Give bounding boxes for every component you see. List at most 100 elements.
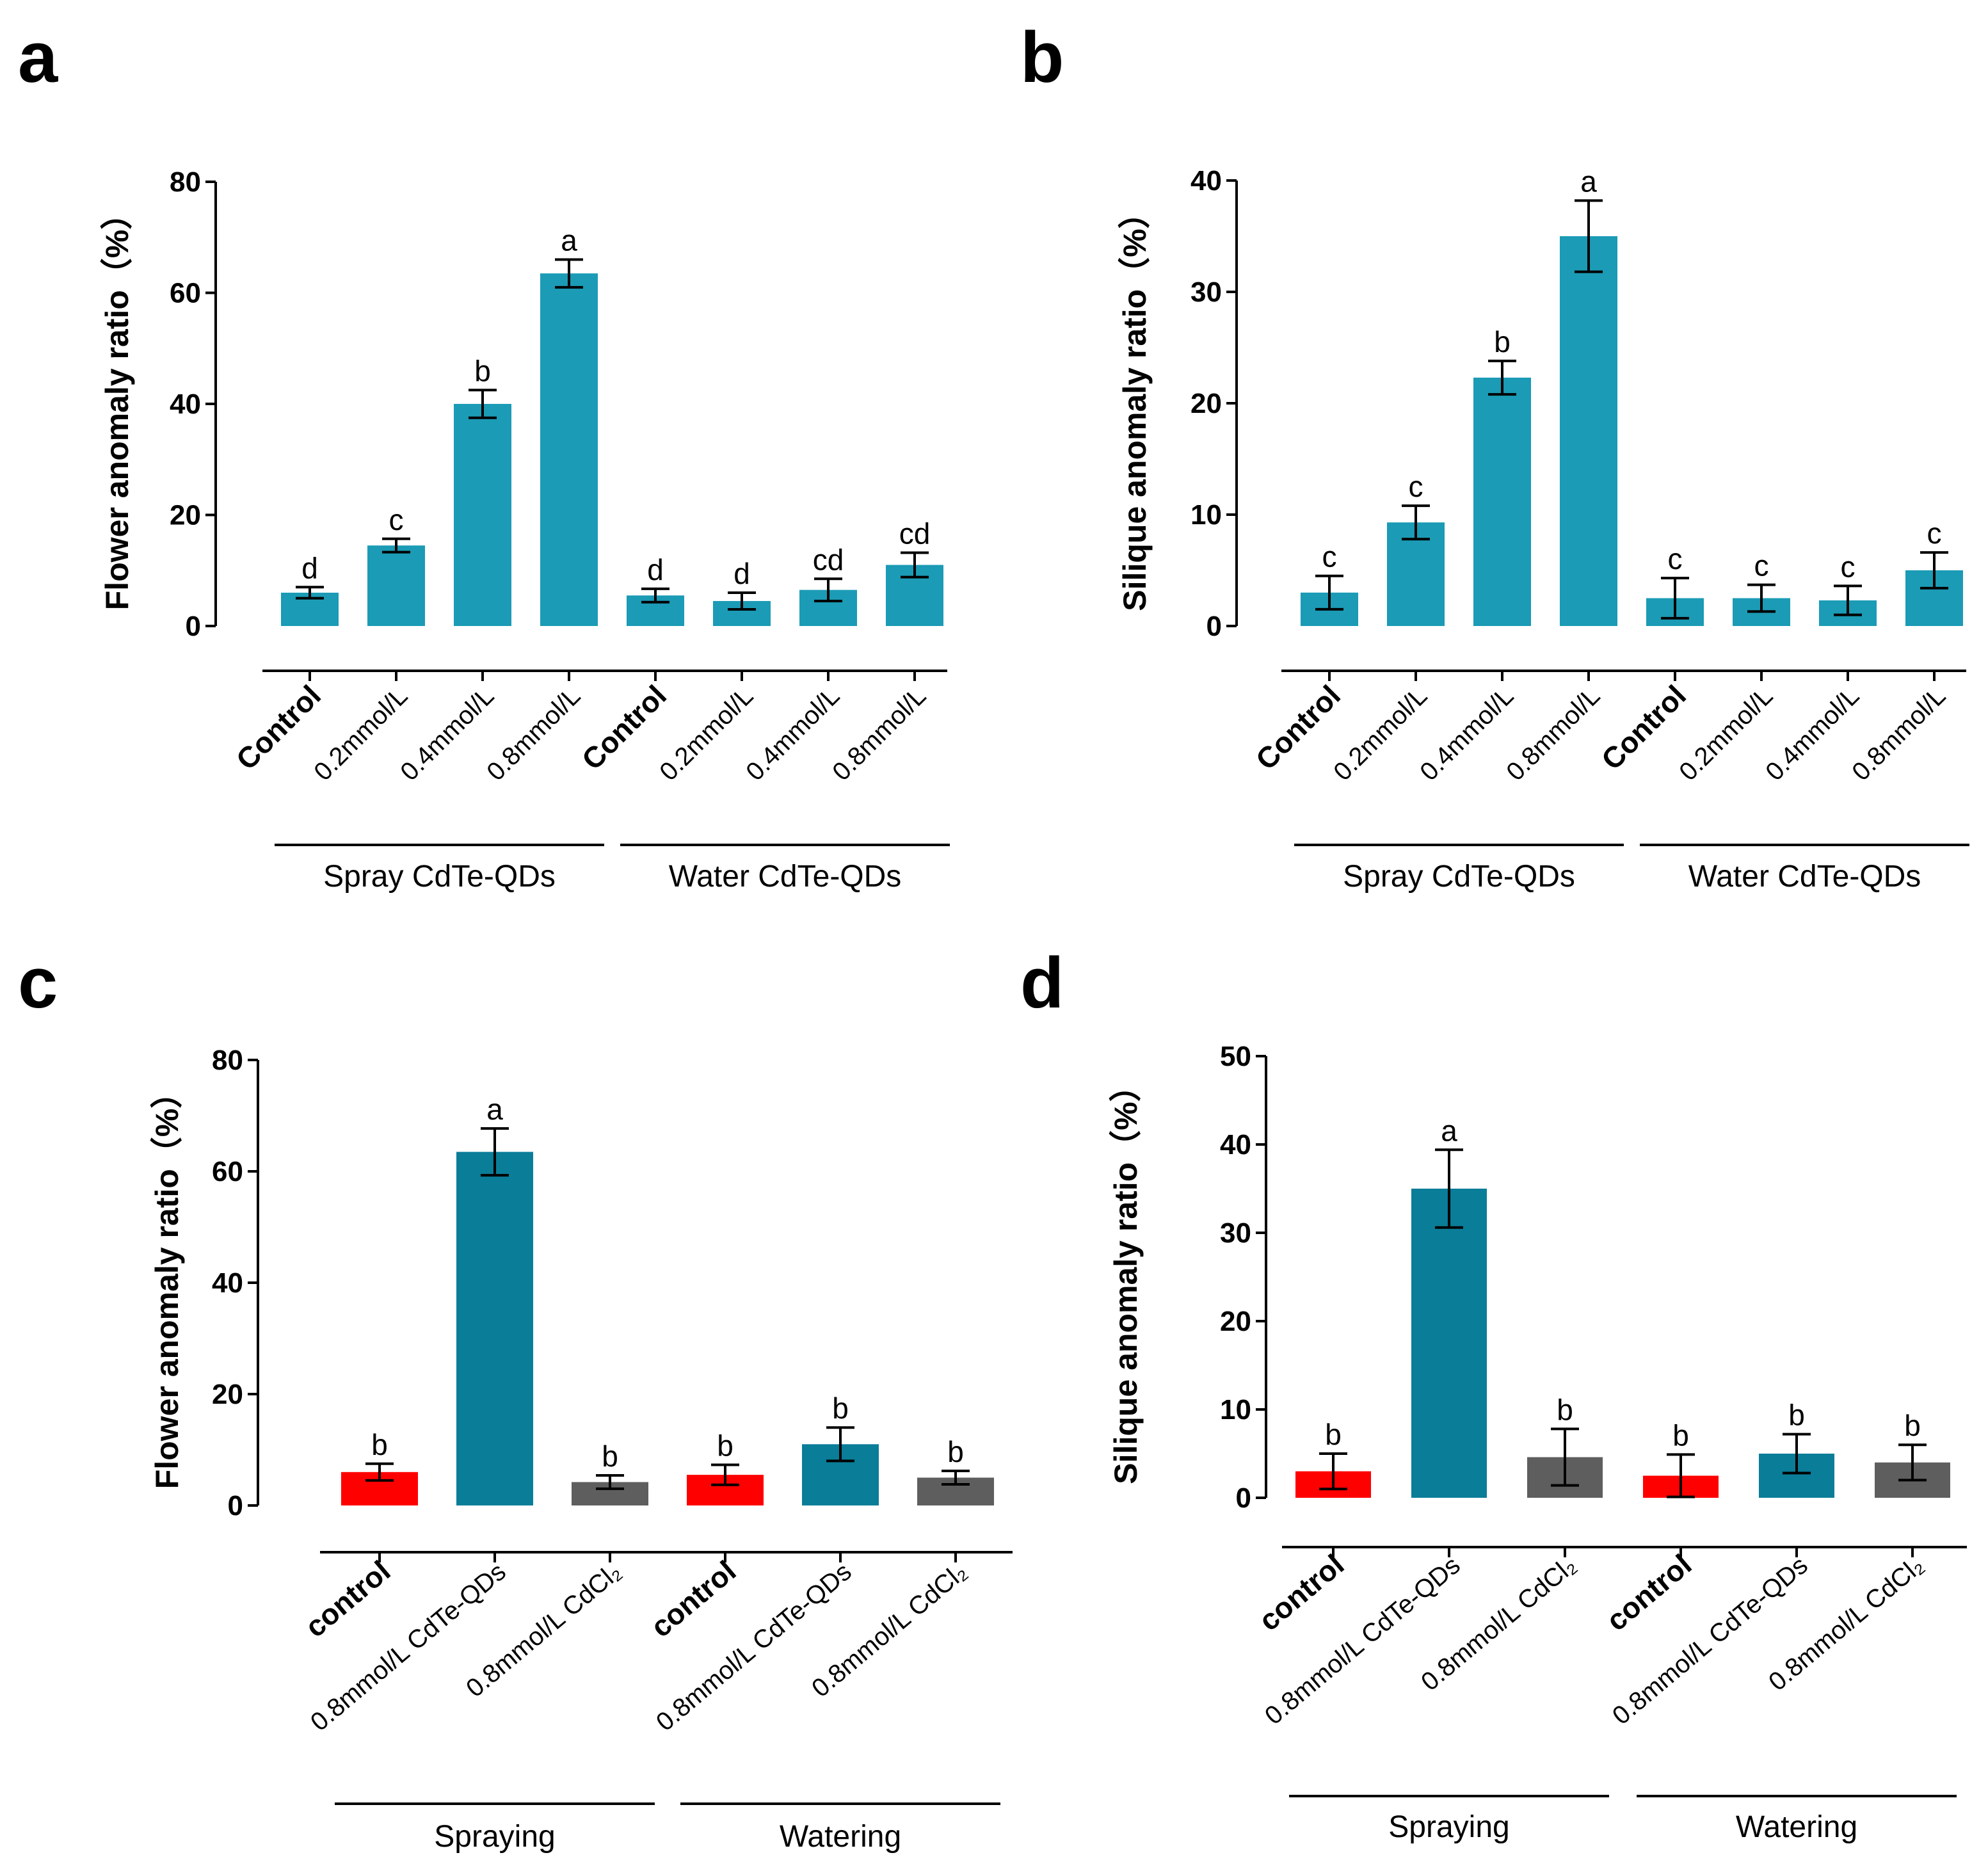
y-tick-label: 0: [1236, 1482, 1251, 1514]
panel-letter-c: c: [18, 943, 58, 1023]
significance-label: b: [1557, 1393, 1573, 1426]
significance-label: c: [1409, 470, 1423, 503]
bar: [1473, 377, 1531, 626]
x-tick-label: 0.8mmol/L: [1501, 682, 1605, 786]
bar: [1411, 1189, 1487, 1498]
significance-label: d: [733, 557, 750, 590]
y-tick-label: 20: [170, 500, 201, 531]
group-label: Spray CdTe-QDs: [1343, 860, 1575, 894]
y-axis-title: Flower anomaly ratio（%）: [149, 1077, 185, 1489]
y-tick-label: 50: [1220, 1041, 1251, 1072]
x-tick-label: control: [1253, 1548, 1351, 1637]
group-label: Water CdTe-QDs: [669, 860, 902, 894]
x-tick-label: Control: [1249, 678, 1347, 776]
chart-panel-a: 0 20 40 60 80 Flower anomaly ratio（%） d Control…: [99, 166, 950, 894]
y-axis-title: Silique anomaly ratio（%）: [1117, 197, 1153, 611]
x-tick-label: 0.4mmol/L: [395, 682, 499, 786]
significance-label: b: [1325, 1418, 1342, 1451]
significance-label: c: [1754, 549, 1769, 582]
panel-letter-b: b: [1020, 17, 1064, 97]
x-tick-label: 0.8mmol/L: [827, 682, 931, 786]
panel-letter-a: a: [18, 17, 58, 97]
significance-label: b: [832, 1392, 849, 1425]
significance-label: b: [602, 1440, 618, 1473]
chart-panel-b: 0 10 20 30 40 Silique anomaly ratio（%） c Contro…: [1117, 165, 1969, 894]
significance-label: d: [647, 553, 664, 586]
y-tick-label: 10: [1220, 1394, 1251, 1425]
x-tick-label: 0.2mmol/L: [309, 682, 413, 786]
x-tick-label: 0.8mmol/L CdTe-QDs: [1260, 1551, 1466, 1730]
y-tick-label: 0: [228, 1490, 243, 1521]
significance-label: b: [1904, 1409, 1921, 1442]
group-label: Spray CdTe-QDs: [323, 860, 556, 894]
significance-label: b: [1672, 1418, 1689, 1452]
x-tick-label: Control: [230, 678, 327, 776]
y-tick-label: 40: [1190, 165, 1222, 197]
bar: [456, 1152, 533, 1505]
significance-label: a: [1580, 165, 1597, 198]
x-tick-label: control: [645, 1554, 742, 1644]
group-label: Spraying: [434, 1820, 555, 1854]
x-tick-label: Control: [1595, 678, 1692, 776]
significance-label: cd: [899, 517, 931, 550]
bar: [367, 545, 425, 626]
x-tick-label: 0.2mmol/L: [654, 682, 758, 786]
x-tick-label: 0.2mmol/L: [1674, 682, 1778, 786]
significance-label: b: [947, 1435, 964, 1468]
x-tick-label: 0.4mmol/L: [1760, 682, 1864, 786]
y-tick-label: 10: [1190, 499, 1222, 531]
y-tick-label: 30: [1190, 277, 1222, 308]
significance-label: b: [1494, 325, 1511, 358]
y-tick-label: 30: [1220, 1217, 1251, 1249]
y-axis-title: Flower anomaly ratio（%）: [99, 198, 135, 611]
x-tick-label: 0.8mmol/L: [1847, 682, 1951, 786]
x-tick-label: 0.8mmol/L: [481, 682, 586, 786]
significance-label: d: [301, 551, 318, 584]
x-tick-label: Control: [575, 678, 673, 776]
x-tick-label: control: [299, 1554, 397, 1644]
bar: [454, 404, 511, 626]
y-tick-label: 40: [170, 389, 201, 420]
group-label: Spraying: [1388, 1810, 1509, 1844]
significance-label: c: [1668, 542, 1683, 575]
bar: [540, 273, 598, 626]
x-tick-label: 0.8mmol/L CdTe-QDs: [651, 1557, 857, 1737]
significance-label: a: [486, 1093, 503, 1126]
x-tick-label: 0.2mmol/L: [1328, 682, 1432, 786]
y-tick-label: 0: [1206, 611, 1222, 642]
y-tick-label: 40: [1220, 1129, 1251, 1160]
significance-label: cd: [813, 543, 844, 576]
y-tick-label: 0: [186, 611, 201, 642]
x-tick-label: 0.8mmol/L CdTe-QDs: [305, 1557, 511, 1737]
panel-letter-d: d: [1020, 943, 1064, 1023]
y-tick-label: 80: [170, 166, 201, 198]
y-tick-label: 60: [170, 278, 201, 309]
significance-label: c: [389, 503, 404, 536]
x-tick-label: 0.8mmol/L CdTe-QDs: [1607, 1551, 1813, 1730]
chart-panel-c: 0 20 40 60 80 Flower anomaly ratio（%） b control…: [149, 1045, 1013, 1854]
group-label: Water CdTe-QDs: [1688, 860, 1921, 894]
significance-label: c: [1322, 540, 1337, 574]
significance-label: b: [474, 354, 491, 387]
significance-label: c: [1841, 550, 1856, 583]
x-tick-label: 0.4mmol/L: [741, 682, 845, 786]
significance-label: b: [717, 1429, 733, 1462]
significance-label: c: [1927, 517, 1942, 550]
x-tick-label: control: [1600, 1548, 1698, 1637]
bar: [1560, 236, 1617, 626]
significance-label: a: [1441, 1114, 1457, 1147]
group-label: Watering: [1736, 1810, 1857, 1844]
y-tick-label: 80: [212, 1045, 243, 1076]
y-tick-label: 20: [212, 1379, 243, 1410]
y-tick-label: 20: [1190, 388, 1222, 419]
significance-label: b: [1788, 1399, 1805, 1432]
y-tick-label: 20: [1220, 1306, 1251, 1337]
significance-label: b: [371, 1428, 388, 1461]
y-tick-label: 40: [212, 1267, 243, 1299]
significance-label: a: [561, 223, 577, 257]
y-axis-title: Silique anomaly ratio（%）: [1108, 1070, 1144, 1484]
x-tick-label: 0.4mmol/L: [1415, 682, 1519, 786]
y-tick-label: 60: [212, 1156, 243, 1187]
group-label: Watering: [780, 1820, 901, 1854]
